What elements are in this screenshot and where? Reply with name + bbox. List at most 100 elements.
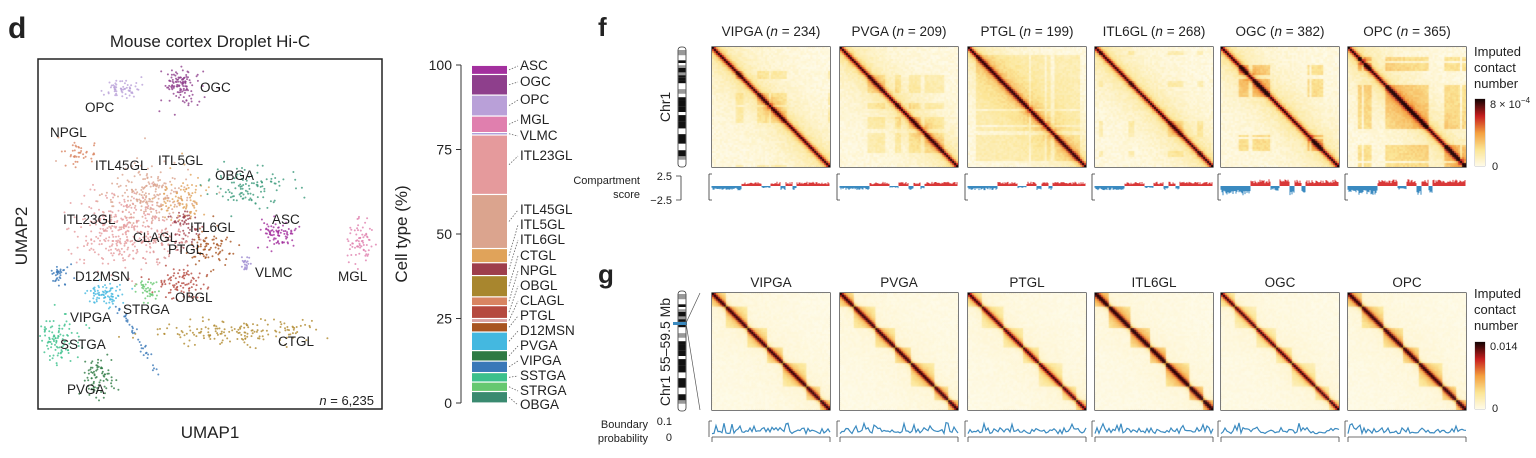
umap-point-itl23gl — [151, 207, 153, 210]
umap-point-ptgl — [203, 248, 206, 251]
umap-point-obgl — [169, 279, 172, 282]
umap-point-obgl — [163, 279, 166, 282]
umap-point-vipga — [116, 285, 119, 288]
umap-point-itl45gl — [173, 161, 176, 164]
umap-point-d12msn — [70, 263, 73, 266]
umap-point-ogc — [173, 85, 176, 88]
umap-point-itl23gl — [133, 211, 135, 214]
umap-point-itl23gl — [107, 262, 110, 265]
umap-point-ogc — [178, 84, 181, 87]
umap-point-itl5gl — [193, 213, 196, 215]
umap-point-itl45gl — [131, 191, 134, 194]
umap-point-ptgl — [194, 263, 197, 266]
umap-cluster-label-pvga: PVGA — [67, 382, 105, 397]
umap-point-obga — [274, 182, 277, 185]
umap-frame — [37, 58, 383, 410]
umap-point-itl23gl — [117, 229, 120, 232]
umap-point-itl23gl — [131, 239, 134, 242]
umap-point-itl45gl — [117, 195, 119, 198]
umap-point-sstga — [53, 303, 56, 306]
umap-point-ogc — [174, 74, 177, 77]
umap-point-itl23gl — [142, 257, 145, 259]
umap-point-itl45gl — [107, 220, 110, 223]
umap-point-pvga — [96, 361, 99, 364]
umap-point-sstga — [62, 343, 65, 346]
umap-point-clagl — [139, 230, 142, 233]
umap-point-mgl — [365, 253, 368, 256]
umap-point-itl45gl — [143, 210, 146, 213]
umap-point-itl5gl — [160, 208, 163, 211]
umap-point-sstga — [54, 348, 57, 351]
boundary-axis — [1344, 420, 1467, 442]
umap-point-ctgl — [284, 327, 286, 330]
umap-point-strga — [143, 285, 146, 288]
umap-point-ctgl — [189, 329, 192, 332]
umap-point-itl6gl — [185, 223, 188, 225]
umap-point-mgl — [374, 243, 377, 246]
compartment-score-positive — [1124, 181, 1213, 186]
umap-point-itl23gl — [119, 242, 122, 245]
umap-point-sstga — [81, 346, 84, 349]
ideogram-band — [678, 307, 686, 310]
umap-point-itl23gl — [93, 212, 96, 215]
umap-point-itl45gl — [158, 184, 161, 187]
umap-point-itl23gl — [116, 221, 118, 223]
umap-point-clagl — [168, 255, 170, 258]
umap-point-itl23gl — [144, 225, 147, 228]
umap-point-vipga — [102, 285, 104, 288]
umap-point-obga — [256, 196, 259, 199]
umap-point-clagl — [180, 248, 183, 251]
umap-point-sstga — [51, 357, 54, 360]
umap-point-itl45gl — [109, 198, 112, 201]
umap-point-vlmc — [246, 265, 248, 267]
umap-point-trail — [139, 350, 142, 353]
f-colorbar — [1475, 99, 1485, 166]
umap-point-itl45gl — [127, 180, 130, 183]
umap-point-obga — [238, 193, 241, 196]
umap-point-asc — [268, 239, 271, 242]
umap-point-itl45gl — [142, 178, 145, 181]
umap-point-itl45gl — [125, 209, 127, 211]
umap-point-ctgl — [201, 316, 204, 319]
umap-point-ctgl — [204, 326, 207, 329]
umap-point-itl6gl — [178, 211, 180, 214]
umap-point-obgl — [168, 277, 171, 280]
umap-point-ptgl — [199, 243, 202, 246]
umap-point-itl45gl — [156, 193, 159, 196]
umap-point-obgl — [161, 282, 164, 285]
umap-point-itl23gl — [90, 230, 93, 233]
umap-point-clagl — [168, 253, 171, 256]
chromosome-ideogram-g — [677, 290, 687, 412]
umap-point-obga — [265, 178, 268, 181]
umap-point-itl5gl — [164, 189, 167, 192]
umap-point-ctgl — [275, 335, 278, 338]
umap-point-vipga — [104, 289, 107, 292]
umap-point-ctgl — [275, 330, 278, 333]
umap-point-ctgl — [292, 336, 295, 339]
boundary-probability-line — [1094, 422, 1214, 435]
umap-point-asc — [273, 243, 276, 245]
umap-point-obgl — [172, 286, 175, 288]
f-title-n-value: = 382) — [1282, 24, 1324, 39]
umap-point-ctgl — [255, 330, 258, 333]
umap-point-vlmc — [245, 261, 248, 264]
umap-point-itl23gl — [128, 253, 131, 256]
umap-cluster-label-clagl: CLAGL — [133, 230, 178, 245]
umap-point-ogc — [176, 85, 179, 88]
umap-point-ptgl — [221, 249, 224, 252]
umap-point-itl23gl — [114, 213, 117, 216]
umap-point-ctgl — [279, 339, 281, 341]
umap-point-opc — [128, 94, 131, 97]
umap-point-obgl — [192, 295, 195, 298]
umap-cluster-label-ctgl: CTGL — [278, 334, 314, 349]
umap-point-mgl — [357, 224, 360, 227]
umap-point-d12msn — [59, 274, 62, 277]
umap-point-clagl — [160, 242, 163, 245]
umap-point-itl23gl — [93, 251, 96, 254]
umap-point-itl23gl — [118, 252, 121, 255]
umap-point-ctgl — [230, 326, 233, 329]
umap-point-vipga — [122, 301, 125, 304]
umap-point-itl23gl — [97, 218, 100, 221]
compartment-score-positive — [1250, 179, 1339, 186]
umap-point-itl5gl — [183, 163, 186, 166]
